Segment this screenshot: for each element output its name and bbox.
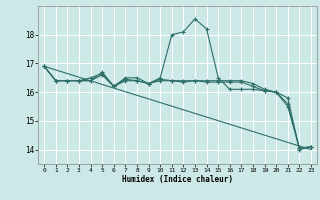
X-axis label: Humidex (Indice chaleur): Humidex (Indice chaleur): [122, 175, 233, 184]
